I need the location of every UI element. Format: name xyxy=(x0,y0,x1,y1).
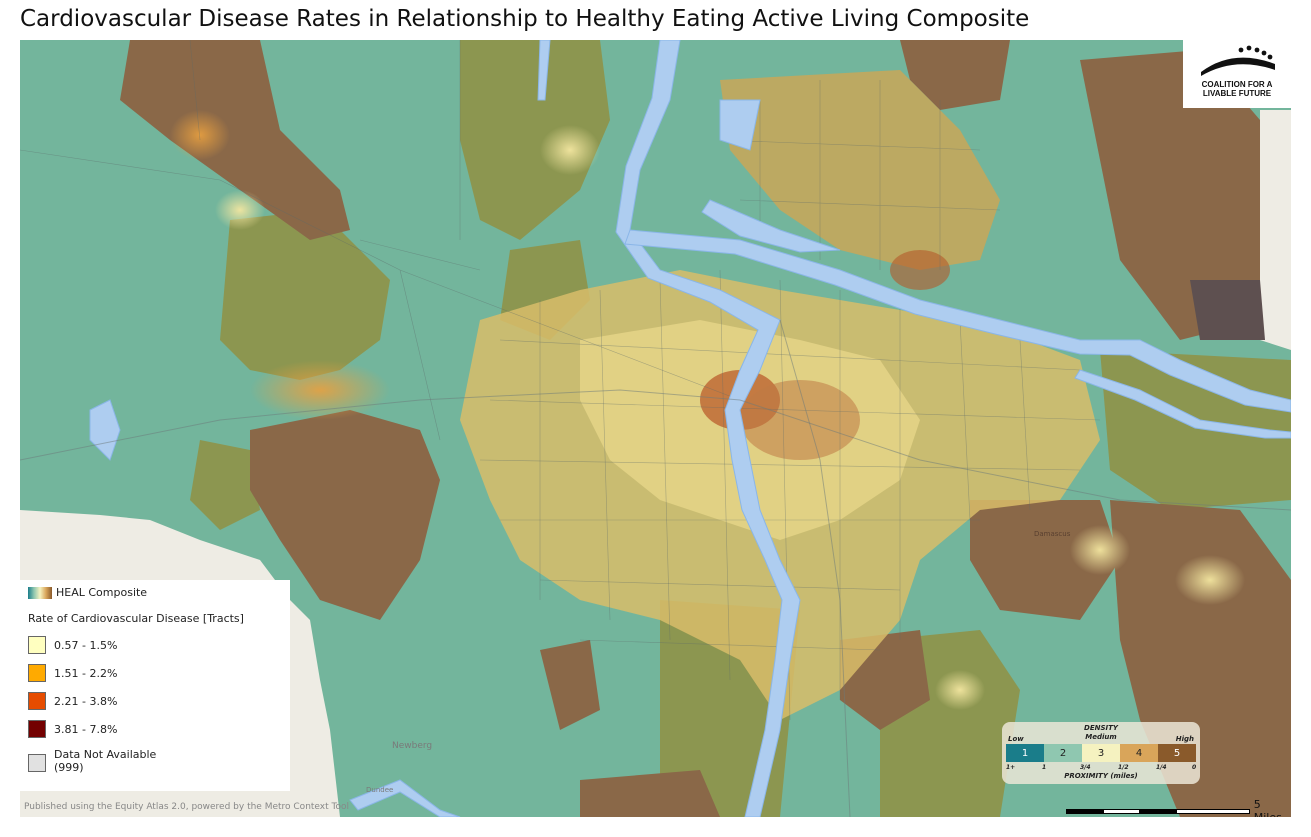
logo-line-1: COALITION FOR A xyxy=(1201,80,1273,89)
density-medium: Medium xyxy=(1085,733,1117,741)
legend-heal-row: HEAL Composite xyxy=(28,586,147,599)
place-label-dundee: Dundee xyxy=(366,786,393,794)
legend-heading: Rate of Cardiovascular Disease [Tracts] xyxy=(28,612,244,625)
density-title: DENSITY xyxy=(1084,724,1118,732)
legend-na-label: Data Not Available xyxy=(54,748,157,761)
legend-swatch xyxy=(28,692,46,710)
density-boxes: 1 2 3 4 5 xyxy=(1006,744,1196,762)
legend-swatch xyxy=(28,754,46,772)
legend-class-row: 2.21 - 3.8% xyxy=(28,692,117,710)
map-legend: HEAL Composite Rate of Cardiovascular Di… xyxy=(20,580,290,791)
place-label-damascus: Damascus xyxy=(1034,530,1071,538)
scale-bar: 5 Miles xyxy=(1066,798,1291,817)
place-label-newberg: Newberg xyxy=(392,741,432,751)
density-high: High xyxy=(1175,735,1194,743)
map-canvas[interactable]: Newberg Dundee Damascus COALITION FOR A … xyxy=(20,40,1291,817)
proximity-label: PROXIMITY (miles) xyxy=(1064,772,1138,780)
legend-class-row: 3.81 - 7.8% xyxy=(28,720,117,738)
density-level: 4 xyxy=(1120,744,1158,762)
density-level: 3 xyxy=(1082,744,1120,762)
scale-segment xyxy=(1139,808,1177,814)
legend-class-label: 3.81 - 7.8% xyxy=(54,722,118,736)
logo-arc-icon xyxy=(1201,45,1275,76)
proximity-tick: 1/4 xyxy=(1156,764,1167,771)
legend-heading-text: Rate of Cardiovascular Disease [Tracts] xyxy=(28,612,244,625)
density-level: 1 xyxy=(1006,744,1044,762)
proximity-tick: 1/2 xyxy=(1118,764,1129,771)
legend-class-label: 2.21 - 3.8% xyxy=(54,694,118,708)
coalition-logo: COALITION FOR A LIVABLE FUTURE xyxy=(1183,40,1291,108)
proximity-tick: 1+ xyxy=(1006,764,1016,771)
legend-swatch xyxy=(28,720,46,738)
proximity-tick: 3/4 xyxy=(1080,764,1091,771)
scale-label: 5 Miles xyxy=(1253,798,1282,817)
map-title: Cardiovascular Disease Rates in Relation… xyxy=(20,6,1030,32)
credit-text: Published using the Equity Atlas 2.0, po… xyxy=(24,802,350,812)
density-legend: DENSITY Low Medium High 1 2 3 4 5 1+ 1 3… xyxy=(1002,722,1200,784)
legend-class-label: 0.57 - 1.5% xyxy=(54,638,118,652)
scale-segment xyxy=(1102,808,1140,814)
legend-swatch xyxy=(28,664,46,682)
heal-gradient-swatch xyxy=(28,586,52,599)
legend-na-code: (999) xyxy=(54,761,84,774)
legend-swatch xyxy=(28,636,46,654)
scale-segment xyxy=(1066,808,1103,814)
density-level: 5 xyxy=(1158,744,1196,762)
legend-class-row: 1.51 - 2.2% xyxy=(28,664,117,682)
scale-segment xyxy=(1176,808,1250,814)
legend-class-label: 1.51 - 2.2% xyxy=(54,666,118,680)
logo-line-2: LIVABLE FUTURE xyxy=(1202,89,1272,98)
density-low: Low xyxy=(1008,735,1024,743)
legend-class-row: 0.57 - 1.5% xyxy=(28,636,117,654)
proximity-tick: 1 xyxy=(1042,764,1047,771)
legend-na-row: Data Not Available (999) xyxy=(28,748,156,774)
proximity-tick: 0 xyxy=(1192,764,1197,771)
density-level: 2 xyxy=(1044,744,1082,762)
legend-heal-label: HEAL Composite xyxy=(56,586,148,599)
